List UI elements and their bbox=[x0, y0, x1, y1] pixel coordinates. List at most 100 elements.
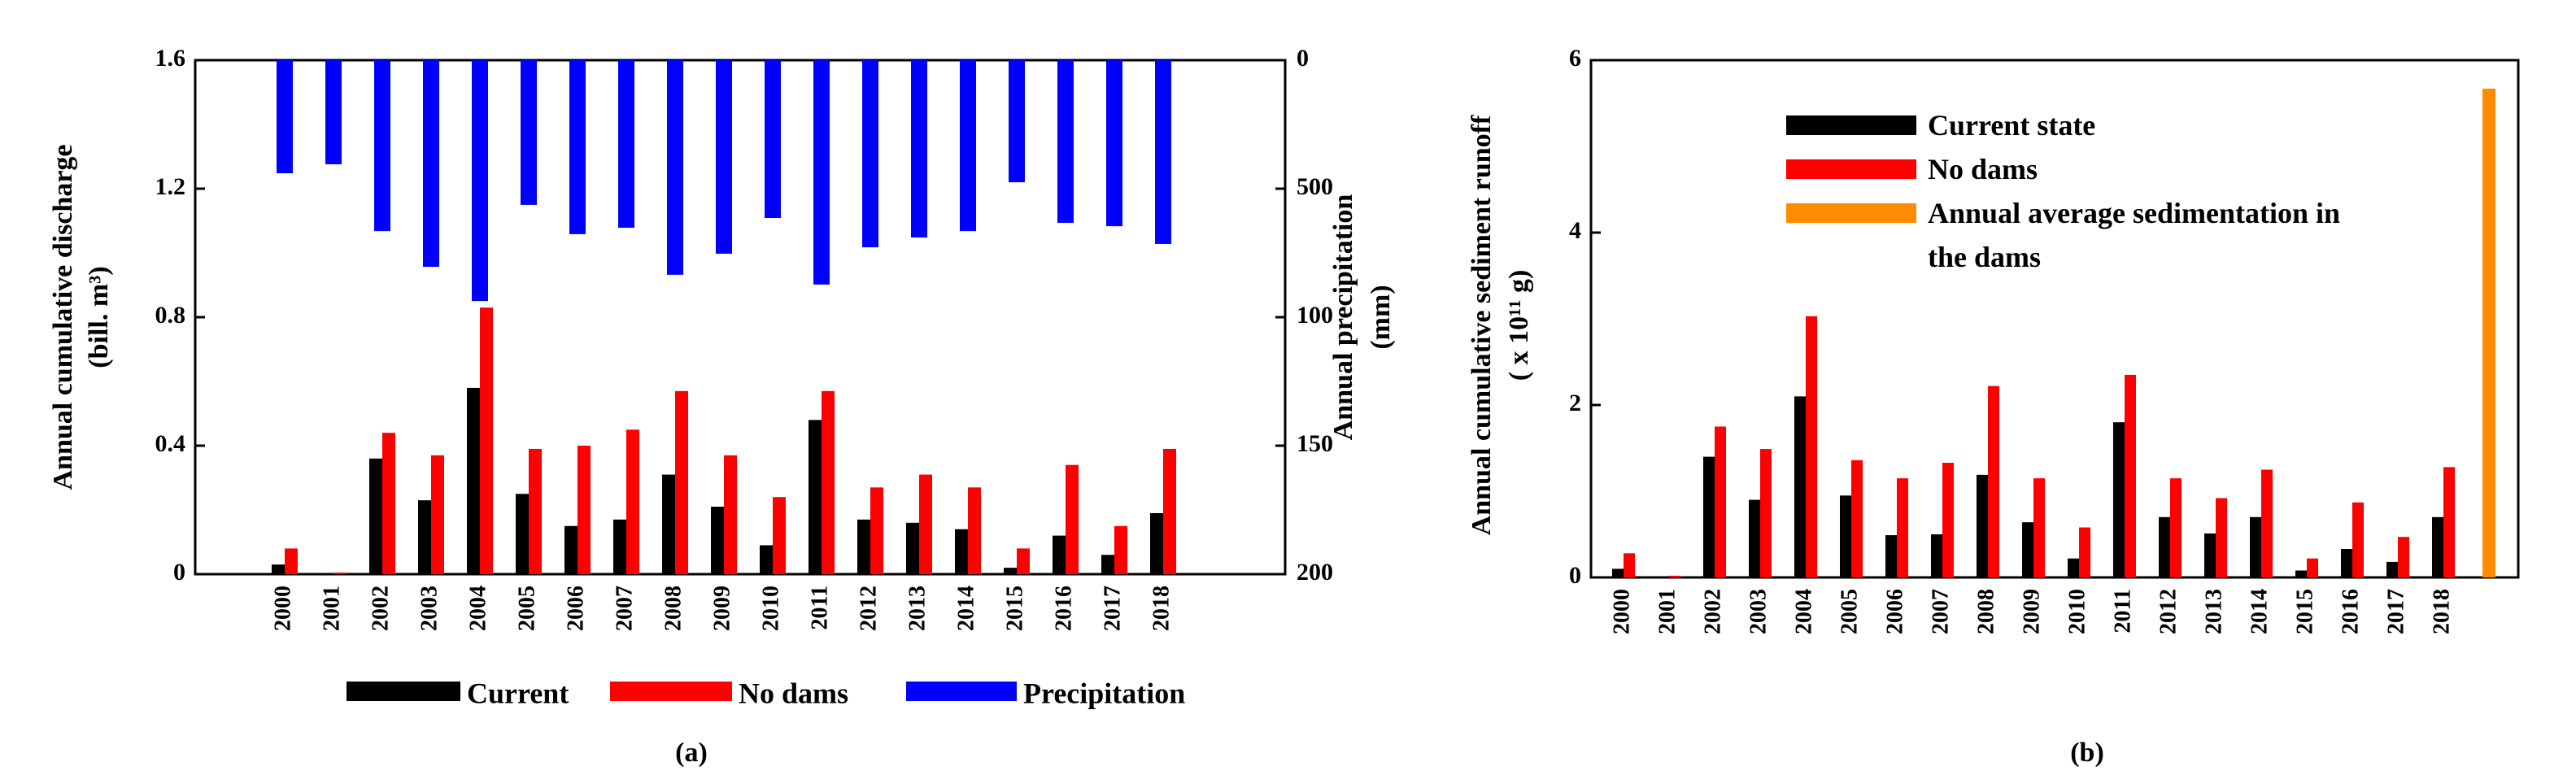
y-tick-label: 0 bbox=[173, 559, 185, 586]
y2-tick-label: 100 bbox=[1297, 302, 1333, 329]
y2-tick-label: 200 bbox=[1297, 559, 1333, 586]
bar bbox=[862, 60, 878, 248]
bar bbox=[480, 307, 493, 574]
y2-tick-label: 150 bbox=[1297, 430, 1333, 457]
bar bbox=[2170, 478, 2182, 577]
bar bbox=[325, 60, 342, 164]
bar bbox=[711, 507, 724, 574]
bar bbox=[1897, 478, 1908, 577]
bar bbox=[1150, 512, 1163, 574]
y-tick-label: 1.6 bbox=[155, 45, 186, 72]
bar bbox=[1114, 525, 1127, 574]
bar bbox=[2033, 478, 2045, 577]
x-tick-label: 2018 bbox=[1149, 586, 1174, 631]
y-axis-label: ( x 10¹¹ g) bbox=[1504, 270, 1534, 381]
bar bbox=[1057, 60, 1074, 224]
bar bbox=[285, 548, 298, 574]
bar bbox=[1977, 474, 1988, 577]
bar bbox=[2352, 502, 2364, 577]
x-tick-label: 2009 bbox=[709, 586, 734, 631]
x-tick-label: 2015 bbox=[2292, 589, 2317, 634]
bar bbox=[2125, 374, 2136, 577]
bar bbox=[2341, 549, 2352, 577]
bar bbox=[272, 564, 285, 574]
y2-axis-label: (mm) bbox=[1366, 285, 1396, 349]
bar bbox=[369, 458, 382, 574]
x-tick-label: 2010 bbox=[758, 586, 783, 631]
bar bbox=[2068, 558, 2079, 577]
x-tick-label: 2016 bbox=[2338, 589, 2363, 634]
bar bbox=[813, 60, 830, 285]
x-tick-label: 2006 bbox=[563, 586, 588, 631]
bar bbox=[765, 60, 781, 219]
y2-tick-label: 500 bbox=[1297, 173, 1333, 200]
y2-axis-label: Annual precipitation bbox=[1328, 194, 1358, 441]
y-tick-label: 2 bbox=[1569, 390, 1581, 416]
x-tick-label: 2016 bbox=[1051, 586, 1076, 631]
x-tick-label: 2015 bbox=[1002, 586, 1027, 631]
bar bbox=[529, 448, 542, 574]
bar bbox=[2432, 516, 2443, 577]
bar bbox=[2250, 516, 2261, 577]
bar bbox=[870, 487, 883, 574]
y-tick-label: 6 bbox=[1569, 45, 1581, 72]
x-tick-label: 2013 bbox=[2201, 589, 2226, 634]
bar bbox=[667, 60, 683, 275]
x-tick-label: 2005 bbox=[1837, 589, 1862, 634]
bar bbox=[516, 494, 529, 574]
bar bbox=[626, 429, 639, 574]
bar bbox=[2307, 558, 2318, 577]
y-axis-label: (bill. m³) bbox=[84, 266, 114, 368]
bar bbox=[1017, 548, 1030, 574]
legend-swatch bbox=[1786, 203, 1916, 223]
x-tick-label: 2017 bbox=[2383, 589, 2408, 634]
bar bbox=[724, 455, 737, 574]
x-tick-label: 2003 bbox=[416, 586, 442, 631]
bar bbox=[1004, 568, 1017, 574]
bar bbox=[618, 60, 634, 229]
bar bbox=[569, 60, 586, 234]
bar bbox=[1851, 460, 1863, 577]
x-tick-label: 2005 bbox=[514, 586, 539, 631]
bar bbox=[1669, 575, 1680, 577]
legend-label: Annual average sedimentation in the dams bbox=[1928, 197, 2341, 273]
x-tick-label: 2001 bbox=[1654, 589, 1680, 634]
bar bbox=[2482, 88, 2495, 578]
bar bbox=[857, 519, 870, 574]
legend-label-box: No dams bbox=[1928, 153, 2038, 185]
bar bbox=[1101, 555, 1114, 574]
x-tick-label: 2004 bbox=[465, 586, 490, 631]
bar bbox=[374, 60, 390, 232]
bar bbox=[1053, 535, 1066, 574]
bar bbox=[1612, 568, 1624, 577]
x-tick-label: 2011 bbox=[2110, 589, 2135, 633]
bar bbox=[333, 573, 347, 574]
legend-label: No dams bbox=[1928, 153, 2038, 185]
caption: (b) bbox=[2070, 738, 2104, 768]
bar bbox=[2386, 561, 2398, 577]
bar bbox=[1106, 60, 1122, 227]
legend-label-box: Current state bbox=[1928, 109, 2095, 142]
y-tick-label: 4 bbox=[1569, 217, 1581, 244]
bar bbox=[2159, 516, 2170, 577]
x-tick-label: 2006 bbox=[1882, 589, 1907, 634]
bar bbox=[955, 529, 968, 574]
bar bbox=[2443, 467, 2455, 577]
y-tick-label: 1.2 bbox=[155, 173, 186, 200]
bar bbox=[578, 446, 591, 574]
bar bbox=[662, 474, 675, 574]
x-tick-label: 2014 bbox=[953, 586, 979, 631]
bar bbox=[1155, 60, 1171, 244]
legend-swatch bbox=[1786, 159, 1916, 179]
caption: (a) bbox=[675, 738, 708, 768]
bar bbox=[431, 455, 444, 574]
y-tick-label: 0.8 bbox=[155, 302, 186, 329]
bar bbox=[1163, 448, 1176, 574]
bar bbox=[564, 525, 578, 574]
bar bbox=[1624, 553, 1635, 577]
bar bbox=[716, 60, 732, 254]
x-tick-label: 2000 bbox=[1609, 589, 1634, 634]
x-tick-label: 2010 bbox=[2064, 589, 2090, 634]
bar bbox=[418, 500, 431, 574]
bar bbox=[613, 519, 626, 574]
